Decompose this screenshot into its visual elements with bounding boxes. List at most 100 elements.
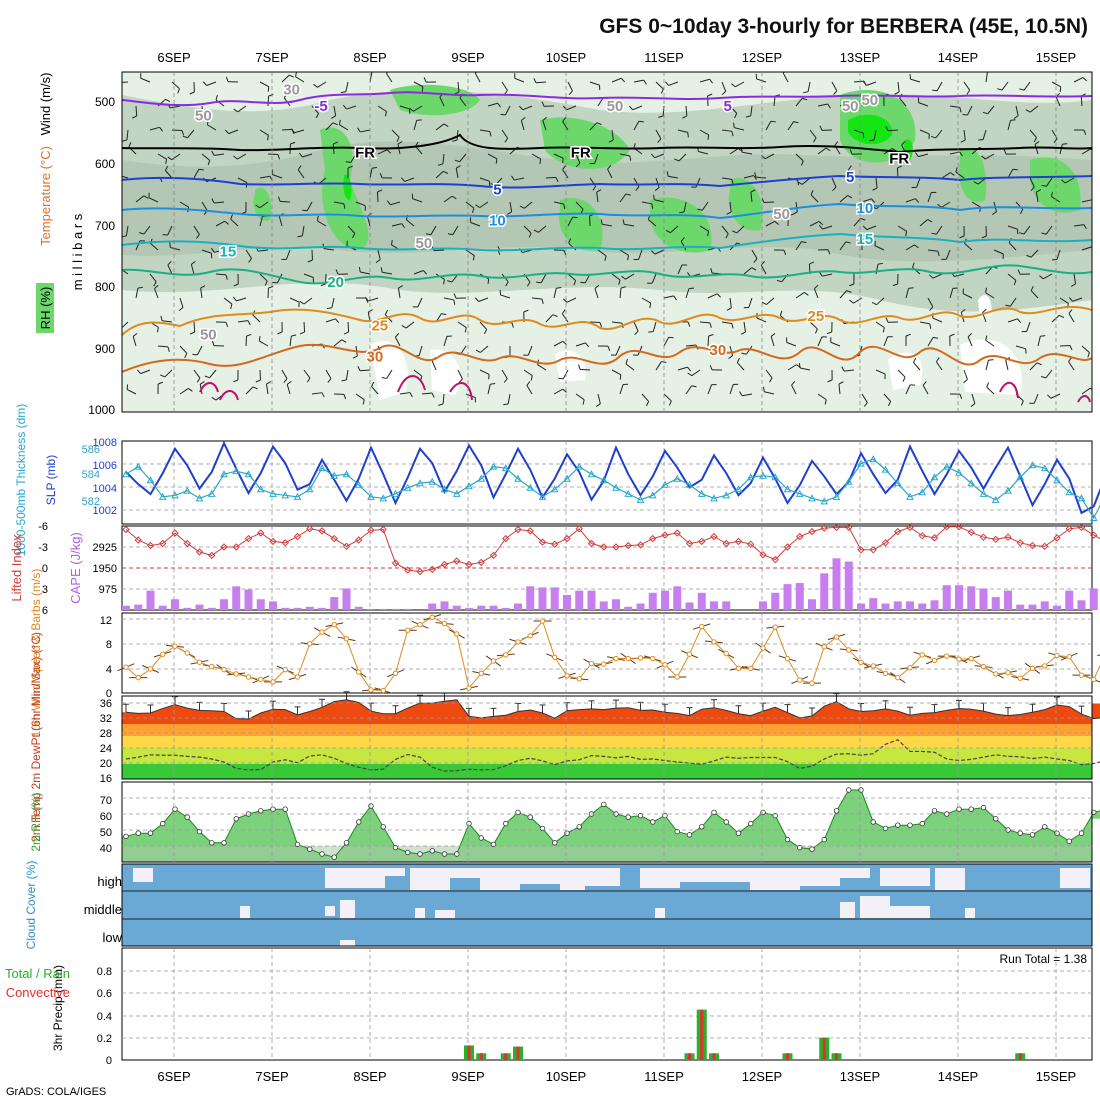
rh-point — [650, 819, 656, 825]
wind-barb — [122, 321, 129, 329]
precip-convective-bar — [688, 1053, 691, 1060]
wind-barb — [359, 369, 371, 372]
wind-barb — [1034, 144, 1039, 155]
rh-point — [184, 814, 190, 820]
precip-bars — [464, 1009, 1026, 1060]
wind-barb — [736, 357, 740, 363]
wind-barb — [188, 388, 193, 392]
thickness-point — [808, 494, 816, 502]
wind-barb — [707, 384, 713, 395]
wind-barb — [382, 271, 393, 275]
wind-barb — [182, 135, 188, 139]
wind-barb — [674, 158, 680, 162]
cloud-middle-gaps — [240, 896, 975, 946]
li-series — [122, 522, 1100, 576]
wind-barb — [390, 201, 401, 206]
li-point — [857, 546, 865, 554]
rh-point — [258, 808, 264, 814]
wind-barb — [317, 81, 327, 88]
wind-barb — [1013, 115, 1019, 119]
contour-plus30 — [122, 343, 1092, 373]
li-point — [416, 567, 424, 576]
thickness-point — [550, 485, 559, 493]
top-day-label: 11SEP — [644, 50, 684, 65]
wind-speed-point — [135, 674, 141, 681]
cape-bar — [808, 599, 816, 610]
wind-barb — [297, 235, 303, 238]
wind-barb — [721, 177, 732, 180]
wind-barb — [479, 129, 490, 133]
wind-barb — [122, 139, 128, 142]
contour-label: FR — [355, 144, 375, 161]
wind-barb — [575, 201, 584, 210]
li-tick-label: 3 — [42, 584, 48, 596]
cape-tick-label: 2925 — [93, 542, 117, 554]
wind-barb — [985, 335, 988, 341]
cloud-row-label-high: high — [97, 874, 122, 889]
thickness-point — [624, 489, 633, 497]
wind-barb — [963, 129, 966, 140]
wind-speed-point — [503, 652, 509, 658]
contour-plus10 — [122, 202, 1092, 220]
wind-speed-point — [1029, 665, 1036, 672]
wind-barb — [1090, 148, 1092, 151]
rh-point — [980, 804, 987, 811]
bottom-day-label: 6SEP — [157, 1069, 190, 1084]
wind-barb — [817, 393, 827, 401]
wind-barb — [894, 91, 900, 95]
wind-barb — [869, 139, 875, 142]
wind-barb — [135, 105, 138, 117]
wind-barb — [233, 155, 238, 160]
series-line — [125, 458, 1100, 520]
rh-point — [809, 846, 815, 852]
wind-barb — [526, 281, 531, 287]
li-point — [612, 543, 620, 551]
wind-barb — [585, 342, 590, 348]
wind-speed-point — [417, 621, 423, 628]
wind-barb — [397, 141, 403, 145]
wind-barb — [814, 284, 819, 290]
wind-barb — [608, 139, 614, 143]
wind-barb — [868, 97, 874, 101]
wind-barb — [401, 223, 405, 228]
wind-barb — [316, 215, 319, 221]
wind-barb — [838, 381, 844, 385]
slp-axis-title: SLP (mb) — [44, 455, 58, 505]
wind-barb — [170, 247, 181, 251]
wind-barb — [729, 297, 732, 308]
wind-barb — [927, 337, 934, 347]
wind-barb — [721, 321, 732, 324]
wind-barb — [360, 271, 371, 275]
wind-barb — [267, 86, 270, 92]
wind-barb — [202, 81, 208, 86]
bottom-day-label: 7SEP — [255, 1069, 288, 1084]
wind-barb — [357, 365, 361, 371]
wind-barb — [325, 369, 332, 379]
li-point — [453, 557, 461, 565]
wind-barb — [562, 340, 567, 345]
wind-barb — [259, 340, 269, 347]
wind-barb — [187, 129, 195, 139]
li-point — [967, 528, 975, 537]
wind-speed-point — [356, 669, 362, 675]
contour-label: 15 — [220, 243, 237, 260]
cloud-row-label-low: low — [102, 930, 122, 945]
li-axis-title: Lifted Index — [9, 534, 24, 602]
wind-barb — [897, 225, 907, 232]
wind-barb — [514, 177, 525, 181]
wind-barb — [278, 216, 283, 227]
wind-barb — [160, 374, 165, 378]
rh-point — [429, 848, 435, 854]
wind-barb — [651, 273, 657, 284]
cape-bar — [428, 603, 437, 610]
wind-barb — [701, 201, 709, 211]
pressure-tick-label: 500 — [95, 95, 115, 109]
cape-bar — [783, 584, 792, 610]
wind-barb — [729, 384, 734, 395]
wind-barb — [209, 369, 217, 379]
top-day-axis: 6SEP 7SEP 8SEP 9SEP 10SEP 11SEP 12SEP 13… — [157, 50, 1076, 65]
wind-speed-point — [699, 623, 705, 630]
wind-barb — [542, 116, 547, 121]
li-point — [587, 539, 596, 548]
wind-barb — [918, 102, 929, 107]
